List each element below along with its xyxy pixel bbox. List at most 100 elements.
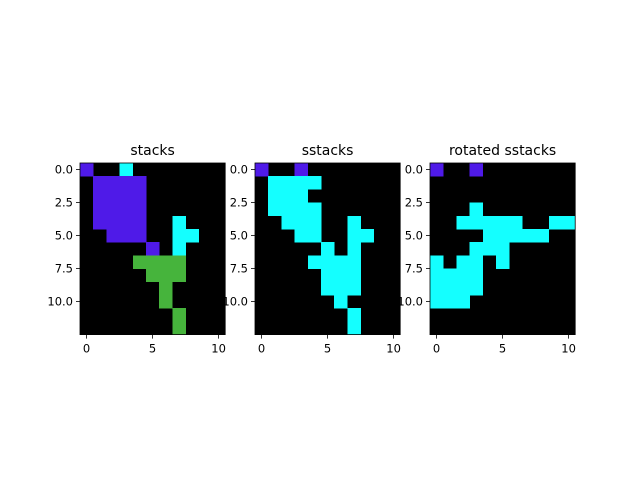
- heatmap-cell: [456, 215, 470, 230]
- x-tick-label: 0: [433, 342, 440, 356]
- heatmap-cell: [347, 308, 361, 322]
- y-tick-label: 2.5: [405, 196, 423, 210]
- heatmap-cell: [159, 281, 173, 296]
- heatmap-cell: [307, 202, 322, 217]
- heatmap-cell: [548, 215, 563, 230]
- heatmap-cell: [347, 268, 361, 283]
- heatmap-cell: [535, 229, 550, 243]
- x-tick-label: 5: [324, 342, 331, 356]
- heatmap-cell: [347, 215, 361, 230]
- heatmap-cell: [172, 215, 186, 230]
- heatmap-cell: [443, 281, 457, 296]
- heatmap-cell: [281, 189, 295, 203]
- heatmap-cell: [496, 242, 510, 256]
- heatmap-cell: [469, 281, 484, 296]
- heatmap-cell: [321, 268, 335, 283]
- heatmap-cell: [106, 215, 120, 230]
- heatmap-cell: [172, 308, 186, 322]
- heatmap-cell: [482, 215, 497, 230]
- heatmap-cell: [469, 255, 484, 269]
- heatmap-cell: [106, 176, 120, 190]
- heatmap-cell: [321, 242, 335, 256]
- heatmap-cell: [119, 163, 134, 177]
- heatmap-cell: [119, 202, 134, 217]
- heatmap-cell: [469, 202, 484, 217]
- y-tick-label: 10.0: [222, 295, 248, 309]
- x-tick-label: 0: [258, 342, 265, 356]
- heatmap-cell: [430, 268, 444, 283]
- heatmap-cell: [294, 215, 309, 230]
- x-tick-label: 5: [499, 342, 506, 356]
- heatmap-cell: [334, 255, 348, 269]
- heatmap-cell: [469, 215, 484, 230]
- heatmap-cell: [509, 229, 523, 243]
- heatmap-cell: [456, 255, 470, 269]
- y-tick-label: 7.5: [230, 262, 248, 276]
- x-tick-label: 10: [211, 342, 226, 356]
- chart-title: rotated sstacks: [449, 143, 556, 159]
- heatmap-cell: [456, 281, 470, 296]
- heatmap-cell: [281, 202, 295, 217]
- heatmap-cell: [294, 189, 309, 203]
- heatmap-cell: [430, 295, 444, 309]
- heatmap-cell: [159, 295, 173, 309]
- heatmap-cell: [347, 281, 361, 296]
- heatmap-cell: [106, 229, 120, 243]
- heatmap-cell: [347, 321, 361, 335]
- heatmap-cell: [268, 189, 282, 203]
- chart-title: stacks: [130, 143, 174, 159]
- subplot-3: rotated sstacks 0 5 10 0.0 2.5 5.0 7.5 10.0: [397, 143, 576, 356]
- heatmap-cell: [307, 176, 322, 190]
- heatmap-cell: [307, 229, 322, 243]
- heatmap-cell: [456, 268, 470, 283]
- heatmap-cell: [334, 281, 348, 296]
- heatmap-cell: [119, 189, 134, 203]
- y-tick-label: 0.0: [230, 163, 248, 177]
- heatmap-cell: [172, 321, 186, 335]
- y-tick-label: 0.0: [55, 163, 73, 177]
- heatmap-cell: [132, 202, 147, 217]
- heatmap-cell: [93, 202, 107, 217]
- heatmap-cell: [255, 163, 269, 177]
- heatmap-cell: [294, 229, 309, 243]
- x-tick-label: 10: [561, 342, 576, 356]
- y-tick-label: 5.0: [230, 229, 248, 243]
- heatmap-cell: [172, 229, 186, 243]
- x-tick-label: 10: [386, 342, 401, 356]
- y-tick-label: 5.0: [55, 229, 73, 243]
- heatmap-cell: [172, 268, 186, 283]
- heatmap-cell: [281, 176, 295, 190]
- heatmap-cell: [132, 189, 147, 203]
- heatmap-cell: [360, 229, 375, 243]
- heatmap-cell: [334, 295, 348, 309]
- heatmap-cell: [106, 189, 120, 203]
- heatmap-cell: [294, 163, 309, 177]
- chart-title: sstacks: [302, 143, 354, 159]
- heatmap-cell: [146, 242, 160, 256]
- heatmap-cell: [496, 215, 510, 230]
- y-tick-label: 10.0: [47, 295, 73, 309]
- y-tick-label: 0.0: [405, 163, 423, 177]
- heatmap-cell: [456, 295, 470, 309]
- heatmap-cell: [185, 229, 200, 243]
- heatmap-cell: [509, 215, 523, 230]
- heatmap-cell: [482, 242, 497, 256]
- heatmap-cell: [80, 163, 94, 177]
- heatmap-cell: [172, 242, 186, 256]
- heatmap-cell: [469, 163, 484, 177]
- heatmap-cell: [443, 268, 457, 283]
- y-tick-label: 5.0: [405, 229, 423, 243]
- heatmap-cell: [119, 176, 134, 190]
- heatmap-cell: [119, 229, 134, 243]
- heatmap-cell: [430, 163, 444, 177]
- y-tick-label: 2.5: [55, 196, 73, 210]
- heatmap-cell: [496, 229, 510, 243]
- subplot-2: sstacks 0 5 10 0.0 2.5 5.0 7.5 10.0: [222, 143, 401, 356]
- heatmap-cell: [496, 255, 510, 269]
- heatmap-cell: [119, 215, 134, 230]
- heatmap-cell: [347, 242, 361, 256]
- heatmap-cell: [93, 176, 107, 190]
- heatmap-cell: [268, 202, 282, 217]
- subplot-1: stacks 0 5 10 0.0 2.5 5.0 7.5 10.0: [47, 143, 226, 356]
